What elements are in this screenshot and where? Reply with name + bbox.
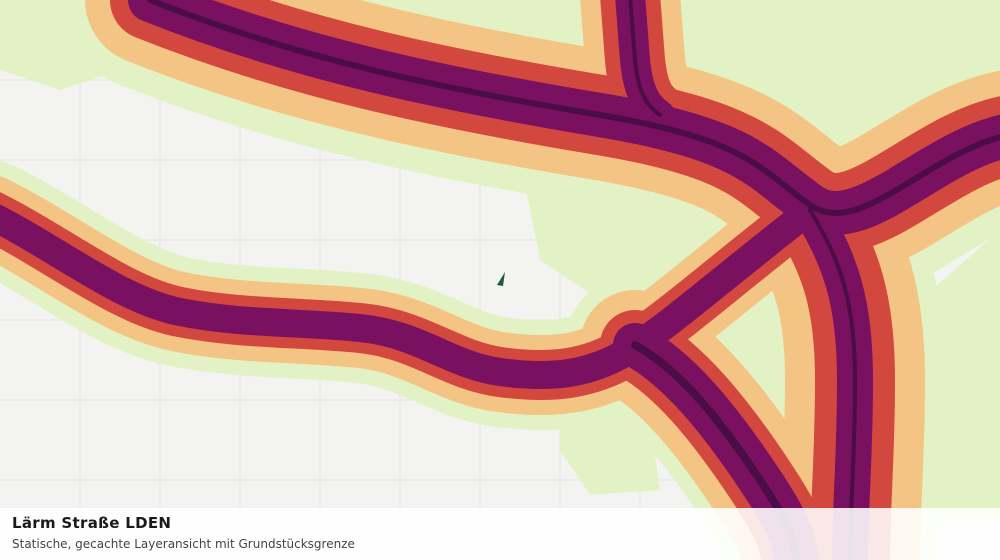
map-subtitle: Statische, gecachte Layeransicht mit Gru… <box>12 537 355 551</box>
caption: Lärm Straße LDEN Statische, gecachte Lay… <box>0 508 1000 560</box>
parcel-marker <box>497 272 505 286</box>
map-title: Lärm Straße LDEN <box>12 514 172 532</box>
